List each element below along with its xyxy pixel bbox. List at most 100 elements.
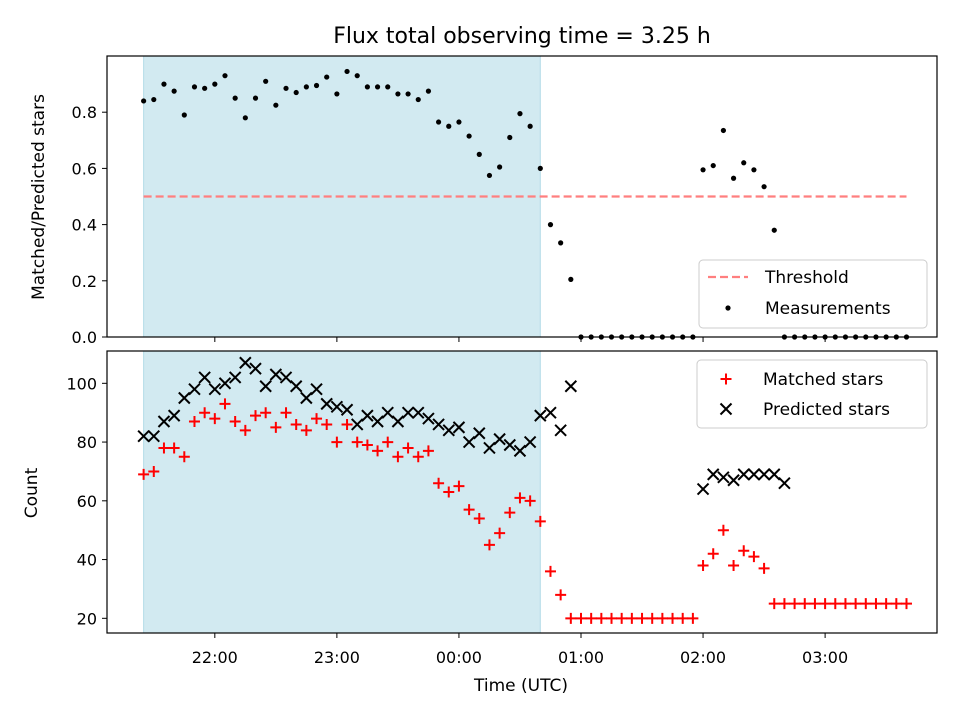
measurement-point	[527, 123, 533, 129]
predicted-star-point	[178, 391, 191, 405]
predicted-star-point	[147, 429, 160, 443]
predicted-star-point	[340, 403, 354, 416]
predicted-star-point	[513, 444, 527, 458]
bottom-y-axis-label: Count	[22, 467, 42, 518]
matched-star-point	[504, 507, 516, 519]
matched-star-point	[738, 545, 750, 557]
matched-star-point	[870, 598, 882, 610]
matched-star-point	[860, 598, 872, 610]
top-y-axis-label: Matched/Predicted stars	[29, 94, 49, 300]
matched-star-point	[687, 612, 699, 624]
predicted-star-point	[269, 368, 283, 381]
predicted-star-point	[503, 438, 517, 452]
matched-star-point	[392, 451, 404, 463]
legend-predicted-swatch	[719, 402, 733, 416]
predicted-star-point	[473, 427, 486, 440]
measurement-point	[456, 119, 462, 125]
legend-measurement-swatch	[725, 305, 731, 311]
matched-star-point	[382, 436, 394, 448]
measurement-point	[141, 98, 147, 104]
matched-star-point	[473, 512, 485, 524]
matched-star-point	[809, 598, 821, 610]
matched-star-point	[595, 612, 607, 624]
legend-matched-swatch	[720, 373, 732, 385]
matched-star-point	[555, 589, 567, 601]
matched-star-point	[544, 565, 556, 577]
predicted-star-point	[707, 468, 720, 481]
matched-star-point	[799, 598, 811, 610]
matched-star-point	[758, 562, 770, 574]
measurement-point	[161, 81, 167, 87]
predicted-star-point	[737, 468, 750, 481]
predicted-star-point	[228, 371, 242, 384]
predicted-star-point	[412, 406, 425, 419]
matched-star-point	[646, 612, 658, 624]
matched-star-point	[280, 407, 292, 419]
x-tick-label: 00:00	[436, 648, 482, 667]
top-panel: 0.0 0.2 0.4 0.6 0.8 Threshold Measurements	[72, 55, 938, 347]
predicted-star-point	[727, 474, 740, 487]
predicted-star-point	[696, 482, 710, 496]
y-tick-label: 100	[66, 374, 97, 393]
measurement-point	[761, 184, 767, 190]
bottom-axes-frame	[106, 350, 938, 634]
measurement-point	[425, 88, 432, 94]
predicted-star-point	[442, 424, 455, 437]
predicted-star-point	[239, 356, 252, 369]
matched-star-point	[361, 439, 373, 451]
measurement-point	[334, 91, 340, 97]
measurement-point	[558, 240, 564, 246]
shaded-interval	[143, 350, 541, 634]
measurement-point	[263, 78, 269, 84]
measurement-point	[354, 73, 360, 79]
predicted-star-point	[778, 476, 791, 490]
y-tick-label: 0.2	[72, 272, 97, 291]
y-tick-label: 80	[77, 433, 97, 452]
matched-star-point	[433, 477, 445, 489]
matched-star-point	[900, 598, 912, 610]
matched-star-point	[728, 559, 740, 571]
matched-star-point	[412, 451, 424, 463]
matched-star-point	[565, 612, 577, 624]
measurement-point	[202, 85, 208, 91]
measurement-point	[273, 102, 279, 108]
matched-star-point	[616, 612, 628, 624]
measurement-point	[537, 165, 543, 171]
bottom-panel: 20 40 60 80 100 22:00 23:00 00:00 01:00 02:00 03:0…	[66, 350, 938, 667]
matched-star-point	[768, 598, 780, 610]
measurement-point	[415, 96, 421, 103]
matched-star-point	[148, 465, 160, 477]
matched-star-point	[199, 407, 211, 419]
matched-star-point	[453, 480, 465, 492]
chart-title: Flux total observing time = 3.25 h	[333, 24, 711, 49]
matched-star-point	[300, 424, 312, 436]
matched-star-point	[270, 421, 282, 433]
matched-star-point	[351, 436, 363, 448]
measurement-point	[497, 164, 503, 170]
matched-star-point	[402, 442, 414, 454]
measurement-point	[293, 89, 299, 96]
predicted-star-point	[483, 441, 496, 455]
measurement-point	[181, 112, 187, 118]
measurement-point	[405, 91, 411, 97]
predicted-star-point	[320, 397, 333, 411]
measurement-point	[568, 276, 574, 282]
matched-star-point	[168, 442, 180, 454]
matched-star-point	[321, 418, 333, 430]
predicted-star-point	[534, 409, 547, 422]
matched-star-point	[422, 445, 434, 457]
matched-star-point	[697, 559, 709, 571]
matched-star-point	[524, 495, 536, 507]
predicted-star-point	[391, 415, 405, 428]
measurement-point	[232, 95, 238, 101]
predicted-star-point	[289, 380, 303, 393]
matched-star-point	[260, 407, 272, 419]
predicted-star-point	[330, 400, 344, 414]
measurement-point	[242, 115, 248, 121]
predicted-star-point	[208, 382, 222, 396]
measurement-point	[191, 84, 198, 90]
measurement-point	[435, 119, 442, 125]
measurement-point	[547, 222, 554, 228]
predicted-star-point	[157, 415, 171, 428]
y-tick-label: 0.4	[72, 216, 97, 235]
